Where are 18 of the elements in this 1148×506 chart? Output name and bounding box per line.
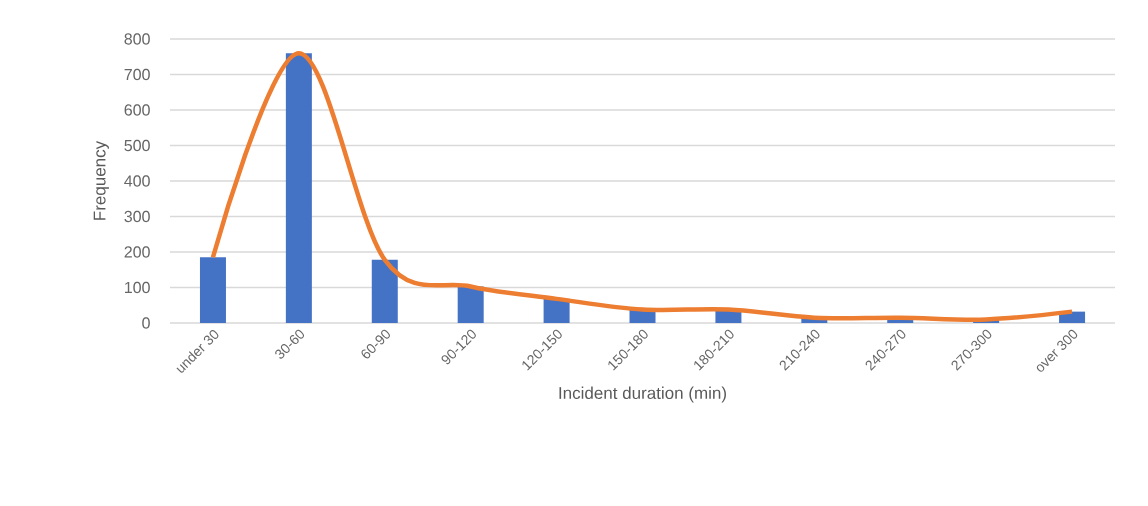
y-tick-label: 500: [124, 139, 150, 152]
y-tick-label: 700: [124, 68, 150, 81]
line-series: [210, 50, 1075, 322]
y-axis-title: Frequency: [93, 140, 109, 220]
y-tick-label: 400: [124, 175, 150, 187]
x-axis-title: Incident duration (min): [559, 386, 726, 403]
x-tick-label: over 300: [1036, 329, 1078, 372]
y-tick-label: 300: [124, 210, 150, 223]
bar: [199, 257, 226, 323]
bar: [457, 286, 484, 323]
y-tick-label: 800: [124, 33, 150, 45]
y-tick-label: 200: [124, 246, 150, 258]
y-tick-label: 600: [124, 104, 150, 116]
y-tick-label: 100: [125, 281, 150, 294]
bar: [371, 259, 398, 323]
bar: [285, 53, 312, 323]
bar: [543, 298, 570, 323]
y-tick-label: 0: [142, 317, 150, 329]
